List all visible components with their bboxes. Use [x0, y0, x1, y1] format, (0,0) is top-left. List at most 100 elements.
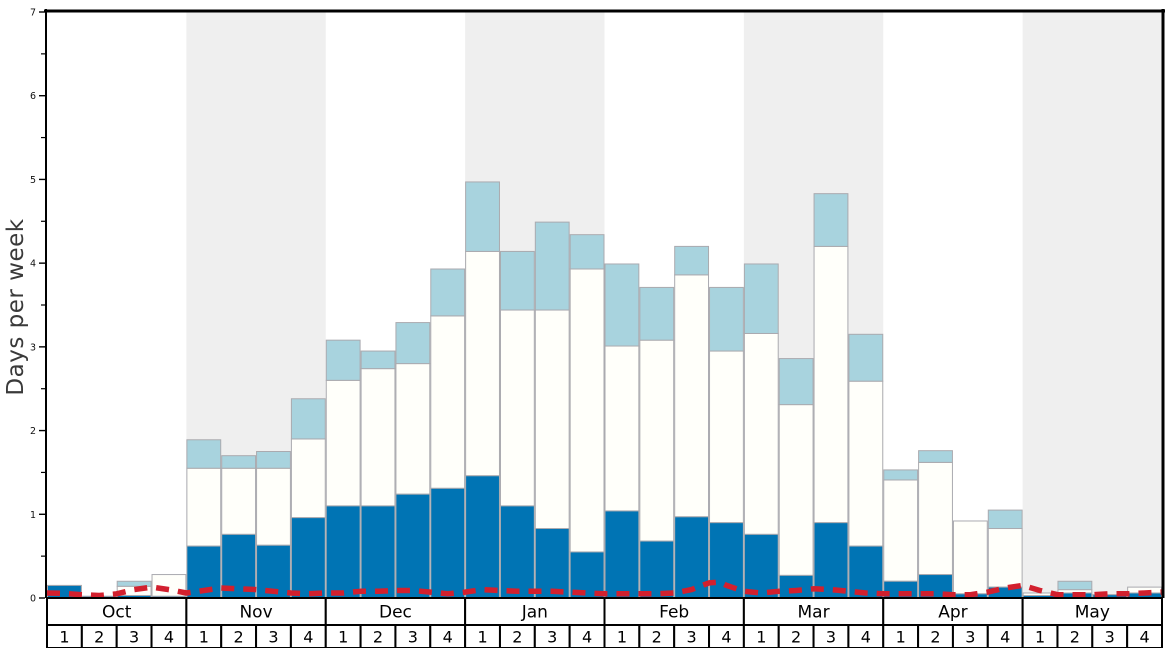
white-segment [743, 332, 779, 535]
week-label: 2 [1070, 628, 1080, 647]
light-blue-segment [709, 286, 744, 352]
light-blue-segment [569, 234, 605, 270]
light-blue-segment [743, 263, 779, 334]
white-segment [778, 404, 814, 576]
dark-blue-segment [395, 493, 431, 599]
y-tick-label: 7 [30, 8, 36, 19]
light-blue-segment [116, 580, 152, 587]
dark-blue-segment [813, 522, 849, 599]
white-segment [360, 368, 396, 507]
bar-dec-2 [360, 350, 396, 599]
week-label: 1 [199, 628, 209, 647]
white-segment [883, 479, 919, 582]
bar-jan-2 [499, 250, 535, 599]
bar-mar-3 [813, 193, 849, 599]
bar-apr-1 [883, 469, 919, 599]
week-label: 2 [234, 628, 244, 647]
month-cell-may [1021, 597, 1163, 626]
white-segment [918, 461, 953, 576]
bar-nov-4 [290, 398, 326, 599]
white-segment [569, 268, 605, 553]
light-blue-segment [848, 333, 884, 382]
bar-feb-3 [674, 245, 710, 599]
bar-jan-4 [569, 234, 605, 599]
month-label-jan: Jan [521, 603, 548, 623]
week-label: 3 [826, 628, 836, 647]
light-blue-segment [534, 221, 570, 311]
light-blue-segment [499, 250, 535, 311]
light-blue-segment [674, 245, 710, 276]
shaded-band-may [1022, 12, 1162, 598]
week-label: 2 [94, 628, 104, 647]
white-segment [290, 438, 326, 519]
white-segment [639, 339, 675, 542]
month-axis-row: Oct Nov Dec Jan Feb Mar Apr May [46, 597, 1163, 626]
week-label: 4 [1000, 628, 1010, 647]
week-label: 1 [338, 628, 348, 647]
bar-apr-2 [918, 450, 953, 599]
bar-apr-3 [952, 520, 988, 599]
week-label: 2 [512, 628, 522, 647]
bar-dec-4 [430, 268, 466, 599]
week-axis-row: 1 2 3 4 1 2 3 4 1 2 3 4 1 2 3 4 1 2 3 4 1 2 3 4 1 2 3 4 1 2 3 4 [46, 624, 1163, 648]
week-label: 3 [268, 628, 278, 647]
month-label-feb: Feb [659, 603, 689, 623]
light-blue-segment [778, 358, 814, 406]
dark-blue-segment [290, 517, 326, 599]
dark-blue-segment [778, 574, 814, 599]
light-blue-segment [639, 286, 675, 341]
week-label: 4 [582, 628, 592, 647]
dark-blue-segment [534, 528, 570, 599]
light-blue-segment [290, 398, 326, 440]
week-label: 3 [129, 628, 139, 647]
dark-blue-segment [360, 505, 396, 599]
week-label: 2 [373, 628, 383, 647]
white-segment [813, 245, 849, 524]
month-label-may: May [1075, 603, 1110, 623]
light-blue-segment [918, 450, 953, 463]
white-segment [256, 467, 291, 546]
y-tick-label: 0 [30, 594, 36, 605]
light-blue-segment [186, 439, 222, 469]
axes-group [44, 9, 1165, 598]
dark-blue-segment [499, 505, 535, 599]
light-blue-segment [221, 455, 257, 469]
week-label: 4 [1139, 628, 1149, 647]
week-label: 1 [756, 628, 766, 647]
week-label: 3 [1105, 628, 1115, 647]
week-label: 1 [1035, 628, 1045, 647]
light-blue-segment [256, 451, 291, 469]
bar-mar-2 [778, 358, 814, 599]
bar-feb-1 [604, 263, 640, 599]
week-cell [1126, 624, 1163, 648]
white-segment [465, 250, 500, 477]
bar-feb-2 [639, 286, 675, 599]
bar-mar-1 [743, 263, 779, 599]
dark-blue-segment [325, 505, 361, 599]
week-label: 3 [687, 628, 697, 647]
light-blue-segment [430, 268, 466, 317]
week-label: 1 [59, 628, 69, 647]
y-ticks-group: 0 1 2 3 4 5 6 7 [30, 8, 45, 605]
y-axis-title: Days per week [3, 218, 29, 396]
light-blue-segment [465, 181, 500, 252]
week-label: 4 [164, 628, 174, 647]
dark-blue-segment [743, 533, 779, 599]
dark-blue-segment [604, 510, 640, 599]
week-label: 4 [443, 628, 453, 647]
white-segment [952, 520, 988, 595]
dark-blue-segment [639, 540, 675, 599]
white-segment [430, 315, 466, 489]
bar-nov-3 [256, 451, 291, 599]
bars-group [47, 181, 1162, 599]
bar-dec-3 [395, 322, 431, 599]
bar-dec-1 [325, 339, 361, 599]
dark-blue-segment [674, 516, 710, 599]
week-label: 1 [896, 628, 906, 647]
y-tick-label: 4 [30, 259, 36, 270]
light-blue-segment [360, 350, 396, 370]
white-segment [848, 380, 884, 547]
light-blue-segment [395, 322, 431, 365]
